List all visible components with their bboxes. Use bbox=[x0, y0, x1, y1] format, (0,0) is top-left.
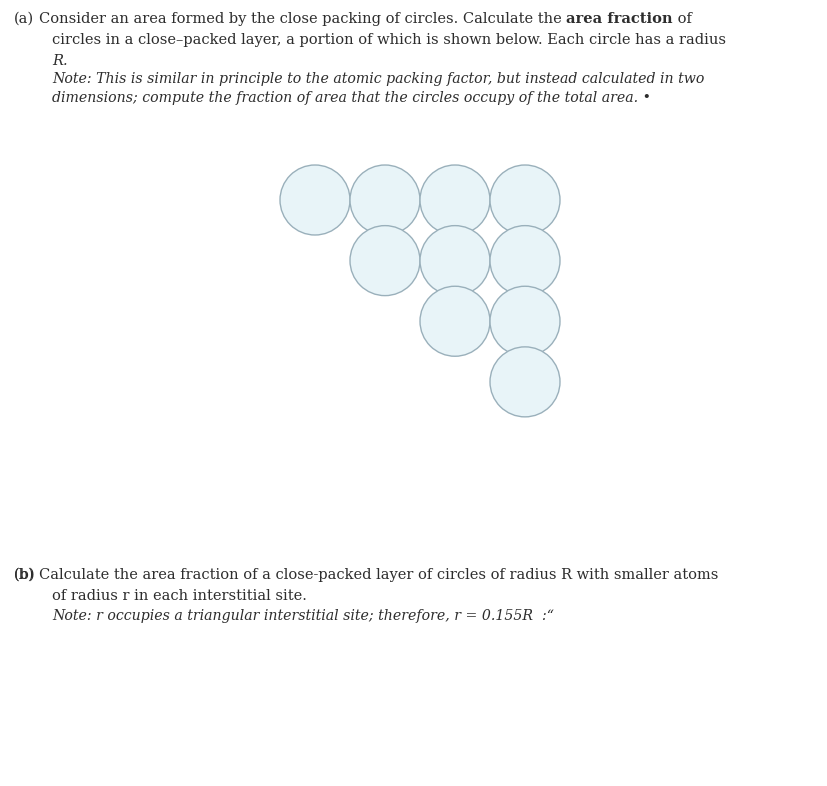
Text: Calculate the area fraction of a close-packed layer of circles of radius R with : Calculate the area fraction of a close-p… bbox=[39, 568, 718, 582]
Circle shape bbox=[490, 347, 559, 417]
Text: circles in a close–packed layer, a portion of which is shown below. Each circle : circles in a close–packed layer, a porti… bbox=[52, 33, 725, 47]
Circle shape bbox=[350, 165, 419, 235]
Text: Note: r occupies a triangular interstitial site; therefore, r = 0.155R  :“: Note: r occupies a triangular interstiti… bbox=[52, 609, 553, 623]
Circle shape bbox=[280, 165, 350, 235]
Circle shape bbox=[419, 226, 490, 296]
Text: of radius r in each interstitial site.: of radius r in each interstitial site. bbox=[52, 589, 307, 603]
Text: (b): (b) bbox=[14, 568, 35, 582]
Text: R.: R. bbox=[52, 54, 68, 68]
Text: Note: This is similar in principle to the atomic packing factor, but instead cal: Note: This is similar in principle to th… bbox=[52, 72, 704, 86]
Circle shape bbox=[350, 226, 419, 296]
Circle shape bbox=[419, 165, 490, 235]
Text: (a): (a) bbox=[14, 12, 34, 26]
Text: area fraction: area fraction bbox=[566, 12, 672, 26]
Text: of: of bbox=[672, 12, 691, 26]
Text: Consider an area formed by the close packing of circles. Calculate the: Consider an area formed by the close pac… bbox=[39, 12, 566, 26]
Circle shape bbox=[490, 286, 559, 356]
Circle shape bbox=[490, 226, 559, 296]
Circle shape bbox=[419, 286, 490, 356]
Text: dimensions; compute the fraction of area that the circles occupy of the total ar: dimensions; compute the fraction of area… bbox=[52, 91, 650, 105]
Circle shape bbox=[490, 165, 559, 235]
Text: (b): (b) bbox=[14, 568, 39, 582]
